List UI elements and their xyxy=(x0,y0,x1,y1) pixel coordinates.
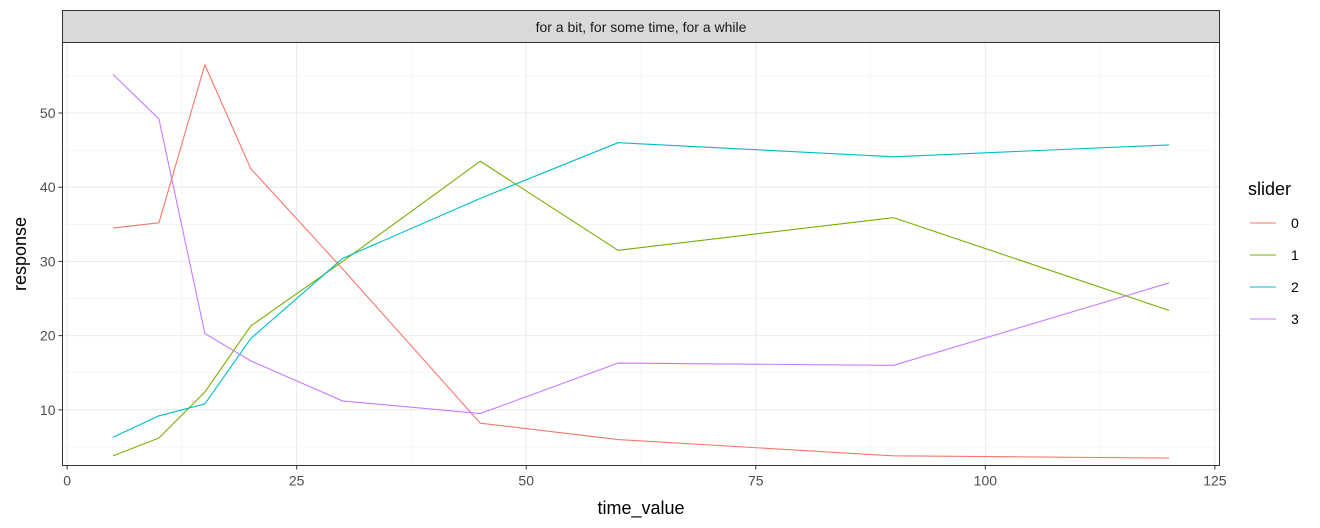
plot-panel-border xyxy=(62,42,1220,466)
x-axis: 0 25 50 75 100 125 xyxy=(63,465,1227,489)
grid-lines xyxy=(62,42,1220,466)
y-tick-label: 20 xyxy=(40,328,56,344)
y-axis: 10 20 30 40 50 xyxy=(40,105,63,418)
x-axis-title: time_value xyxy=(597,498,684,519)
x-tick-label: 100 xyxy=(974,473,998,489)
legend: slider 0 1 2 3 xyxy=(1248,179,1299,327)
legend-label-2: 2 xyxy=(1291,279,1299,295)
series-layer xyxy=(112,64,1170,459)
y-tick-label: 10 xyxy=(40,402,56,418)
series-line-0 xyxy=(112,64,1170,459)
x-tick-label: 50 xyxy=(518,473,534,489)
legend-title: slider xyxy=(1248,179,1291,199)
legend-item-0: 0 xyxy=(1250,215,1299,231)
legend-item-2: 2 xyxy=(1250,279,1299,295)
series-line-2 xyxy=(112,142,1170,438)
legend-item-3: 3 xyxy=(1250,311,1299,327)
legend-label-0: 0 xyxy=(1291,215,1299,231)
x-tick-label: 75 xyxy=(748,473,764,489)
facet-strip-label: for a bit, for some time, for a while xyxy=(536,19,747,35)
x-tick-label: 25 xyxy=(289,473,305,489)
legend-item-1: 1 xyxy=(1250,247,1299,263)
y-tick-label: 30 xyxy=(40,253,56,269)
x-tick-label: 125 xyxy=(1203,473,1227,489)
legend-label-1: 1 xyxy=(1291,247,1299,263)
series-line-1 xyxy=(112,160,1170,457)
facet-strip xyxy=(62,10,1220,43)
y-tick-label: 40 xyxy=(40,179,56,195)
series-line-3 xyxy=(112,74,1170,415)
y-tick-label: 50 xyxy=(40,105,56,121)
y-axis-title: response xyxy=(10,217,30,291)
x-tick-label: 0 xyxy=(63,473,71,489)
legend-label-3: 3 xyxy=(1291,311,1299,327)
